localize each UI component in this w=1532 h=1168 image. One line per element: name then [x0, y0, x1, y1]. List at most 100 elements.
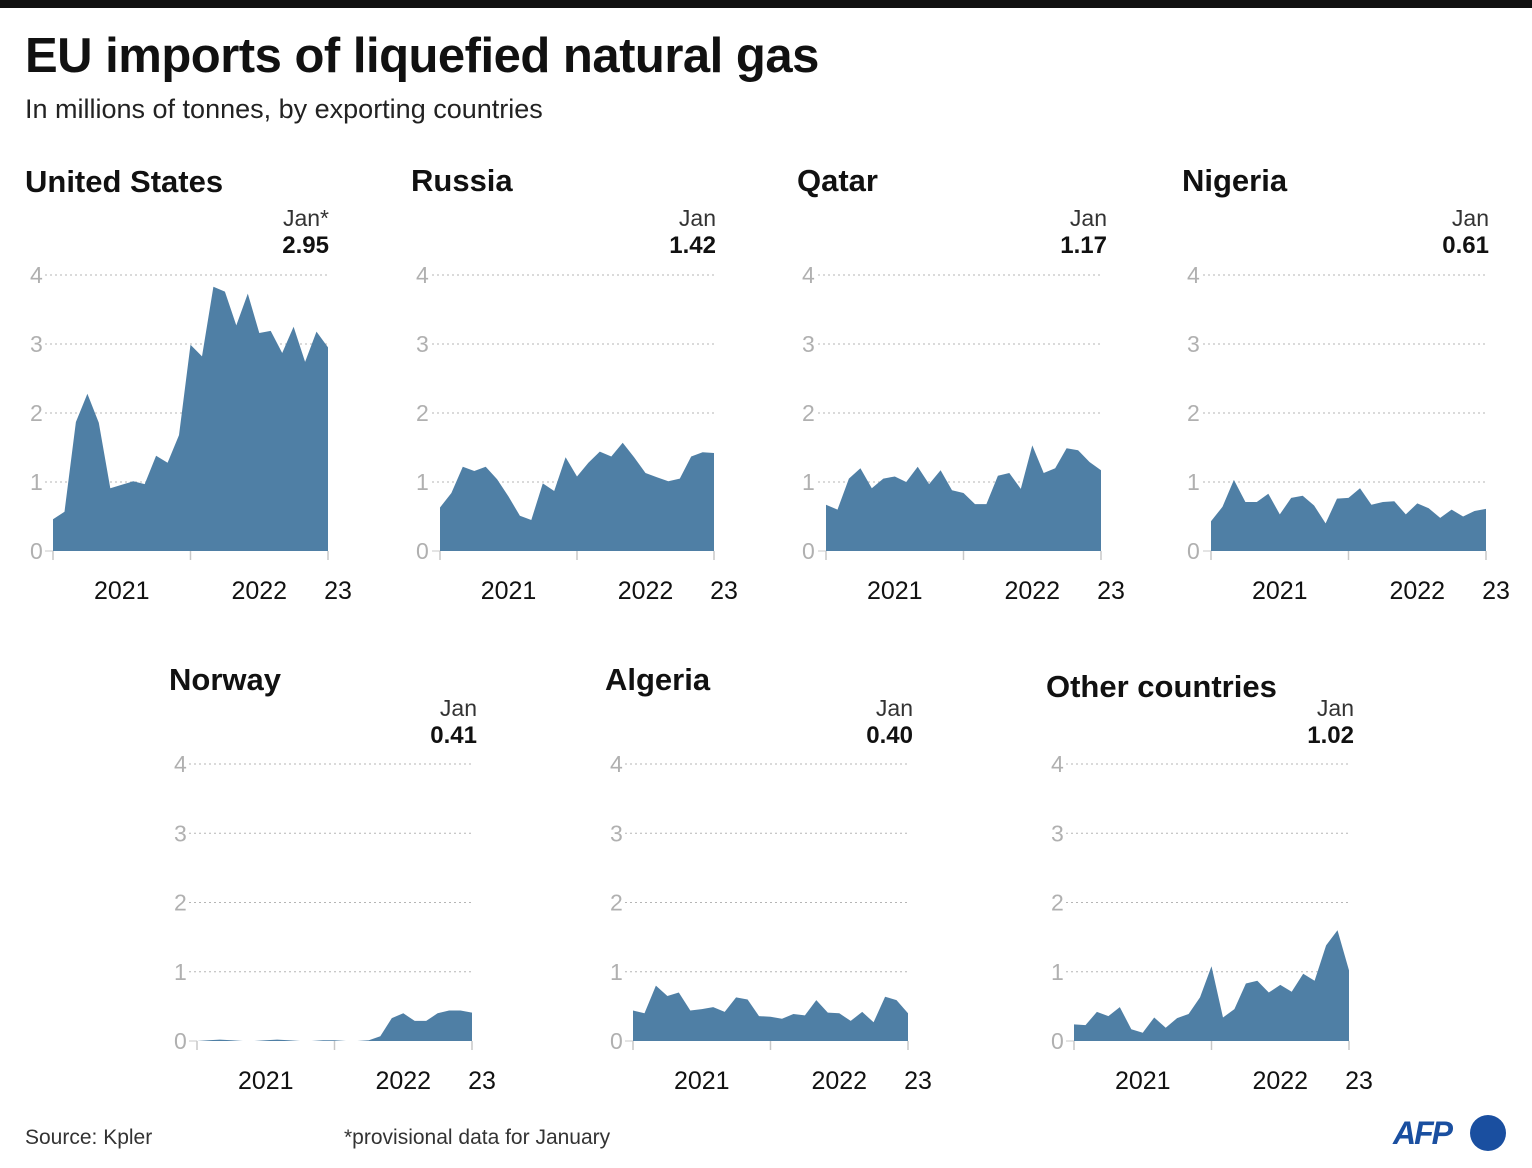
area-series	[633, 985, 908, 1041]
area-series	[197, 1010, 472, 1041]
y-tick-label: 4	[802, 262, 815, 288]
chart-subtitle: In millions of tonnes, by exporting coun…	[25, 94, 543, 124]
area-series	[53, 286, 328, 551]
y-tick-label: 0	[416, 538, 429, 564]
panel-title-norway: Norway	[169, 662, 281, 697]
provisional-data-note: *provisional data for January	[344, 1126, 611, 1149]
x-tick-label: 2022	[375, 1067, 431, 1095]
x-tick-label: 23	[1097, 577, 1125, 605]
x-tick-label: 23	[468, 1067, 496, 1095]
area-series	[1211, 479, 1486, 551]
last-value: 1.02	[1307, 722, 1354, 749]
last-label-russia: Jan 1.42	[596, 204, 716, 260]
y-tick-label: 2	[610, 890, 623, 916]
y-tick-label: 1	[416, 469, 429, 495]
x-tick-label: 23	[324, 577, 352, 605]
x-tick-label: 2022	[1252, 1067, 1308, 1095]
y-tick-label: 3	[1187, 331, 1200, 357]
x-tick-label: 2021	[238, 1067, 294, 1095]
x-tick-label: 2021	[481, 577, 537, 605]
y-tick-label: 4	[1187, 262, 1200, 288]
panel-title-qatar: Qatar	[797, 163, 878, 198]
x-tick-label: 2022	[811, 1067, 867, 1095]
last-label-norway: Jan 0.41	[357, 694, 477, 750]
last-label-algeria: Jan 0.40	[793, 694, 913, 750]
y-tick-label: 0	[802, 538, 815, 564]
y-tick-label: 1	[174, 959, 187, 985]
panel-title-united-states: United States	[25, 164, 224, 199]
x-tick-label: 2021	[1252, 577, 1308, 605]
last-month: Jan	[1316, 695, 1354, 721]
y-tick-label: 1	[1187, 469, 1200, 495]
last-value: 0.41	[430, 722, 477, 749]
y-tick-label: 0	[174, 1028, 187, 1054]
y-tick-label: 0	[610, 1028, 623, 1054]
x-tick-label: 23	[1482, 577, 1510, 605]
last-label-nigeria: Jan 0.61	[1369, 204, 1489, 260]
last-label-other-countries: Jan 1.02	[1234, 694, 1354, 750]
y-tick-label: 1	[802, 469, 815, 495]
y-tick-label: 1	[610, 959, 623, 985]
y-tick-label: 2	[416, 400, 429, 426]
last-value: 0.40	[866, 722, 913, 749]
area-series	[826, 445, 1101, 551]
y-tick-label: 1	[30, 469, 43, 495]
y-tick-label: 2	[174, 890, 187, 916]
y-tick-label: 2	[30, 400, 43, 426]
afp-logo: AFP	[1393, 1113, 1508, 1153]
x-tick-label: 2021	[674, 1067, 730, 1095]
x-tick-label: 2022	[618, 577, 674, 605]
x-tick-label: 2021	[94, 577, 150, 605]
y-tick-label: 0	[1051, 1028, 1064, 1054]
last-value: 2.95	[282, 232, 329, 259]
panel-title-other-countries: Other countries	[1046, 669, 1277, 704]
last-value: 1.42	[669, 232, 716, 259]
y-tick-label: 4	[30, 262, 43, 288]
y-tick-label: 2	[1187, 400, 1200, 426]
last-month: Jan	[875, 695, 913, 721]
area-series	[1074, 930, 1349, 1041]
panel-title-algeria: Algeria	[605, 662, 711, 697]
y-tick-label: 4	[416, 262, 429, 288]
y-tick-label: 3	[174, 820, 187, 846]
y-tick-label: 0	[1187, 538, 1200, 564]
y-tick-label: 3	[416, 331, 429, 357]
x-tick-label: 2022	[1004, 577, 1060, 605]
y-tick-label: 2	[1051, 890, 1064, 916]
x-tick-label: 2022	[1389, 577, 1445, 605]
y-tick-label: 1	[1051, 959, 1064, 985]
panel-title-nigeria: Nigeria	[1182, 163, 1288, 198]
chart-title: EU imports of liquefied natural gas	[25, 29, 819, 83]
x-tick-label: 2021	[867, 577, 923, 605]
last-month: Jan	[1451, 205, 1489, 231]
y-tick-label: 3	[610, 820, 623, 846]
top-bar	[0, 0, 1532, 8]
last-label-qatar: Jan 1.17	[987, 204, 1107, 260]
afp-logo-circle-icon	[1470, 1115, 1506, 1151]
last-label-united-states: Jan* 2.95	[209, 204, 329, 260]
y-tick-label: 0	[30, 538, 43, 564]
last-month: Jan	[439, 695, 477, 721]
y-tick-label: 3	[1051, 820, 1064, 846]
source-note: Source: Kpler	[25, 1126, 153, 1149]
y-tick-label: 4	[1051, 751, 1064, 777]
x-tick-label: 23	[1345, 1067, 1373, 1095]
last-month: Jan	[1069, 205, 1107, 231]
x-tick-label: 23	[710, 577, 738, 605]
y-tick-label: 4	[174, 751, 187, 777]
y-tick-label: 3	[30, 331, 43, 357]
last-month: Jan*	[282, 205, 329, 231]
y-tick-label: 3	[802, 331, 815, 357]
area-series	[440, 442, 714, 551]
x-tick-label: 2021	[1115, 1067, 1171, 1095]
afp-logo-text: AFP	[1393, 1115, 1453, 1151]
y-tick-label: 2	[802, 400, 815, 426]
